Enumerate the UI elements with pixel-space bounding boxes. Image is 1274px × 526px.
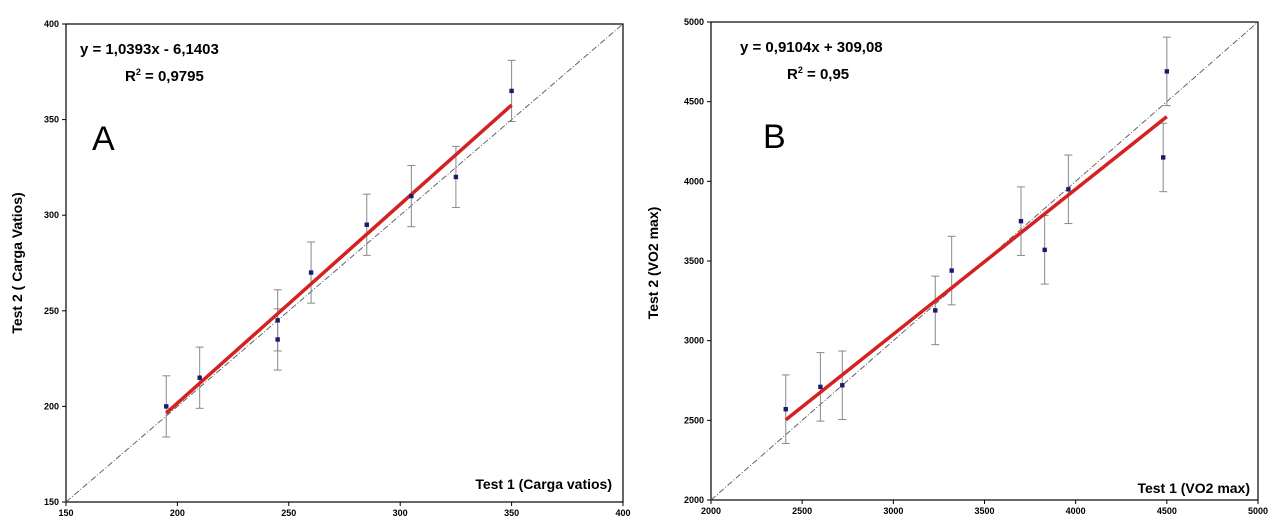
r-squared-value-b: = 0,95 <box>803 66 849 83</box>
y-tick-label-a: 200 <box>44 401 59 411</box>
x-tick-label-a: 300 <box>393 508 408 518</box>
r-squared-exponent-a: 2 <box>136 67 141 77</box>
panel-label-a: A <box>92 120 115 158</box>
data-point-a <box>364 222 369 227</box>
trendline-b <box>784 115 1168 422</box>
data-point-a <box>509 88 514 94</box>
x-tick-label-b: 4500 <box>1157 506 1177 516</box>
y-tick-label-b: 4000 <box>684 176 704 186</box>
y-tick-label-a: 350 <box>44 115 59 125</box>
y-tick-label-a: 400 <box>44 19 59 29</box>
y-tick-label-b: 2000 <box>684 495 704 505</box>
r-squared-a: R2 = 0,9795 <box>125 67 204 85</box>
y-tick-label-b: 3000 <box>684 336 704 346</box>
data-point-b <box>1160 155 1166 160</box>
x-tick-label-b: 2500 <box>792 506 812 516</box>
data-point-a <box>275 337 280 342</box>
y-tick-label-b: 3500 <box>684 256 704 266</box>
data-point-a <box>453 174 459 180</box>
y-tick-label-a: 250 <box>44 306 59 316</box>
data-point-a <box>275 318 280 323</box>
data-point-a <box>164 404 169 409</box>
data-point-b <box>933 308 938 313</box>
chart-panel-b: Test 2 (VO2 max) Test 1 (VO2 max) y = 0,… <box>645 17 1268 516</box>
data-point-a <box>308 270 314 275</box>
data-point-a <box>197 375 202 380</box>
panel-label-b: B <box>763 118 786 156</box>
x-axis-label-a: Test 1 (Carga vatios) <box>475 476 612 492</box>
y-axis-label-b: Test 2 (VO2 max) <box>645 207 661 320</box>
x-tick-label-b: 2000 <box>701 506 721 516</box>
r-squared-exponent-b: 2 <box>798 65 803 75</box>
identity-line-a <box>65 23 624 503</box>
data-point-b <box>818 384 823 390</box>
x-axis-label-b: Test 1 (VO2 max) <box>1137 480 1250 496</box>
data-point-b <box>1018 218 1024 224</box>
r-squared-symbol-a: R <box>125 68 136 85</box>
x-tick-label-b: 4000 <box>1066 506 1086 516</box>
y-tick-label-b: 5000 <box>684 17 704 27</box>
regression-equation-b: y = 0,9104x + 309,08 <box>740 39 883 56</box>
x-tick-label-a: 200 <box>170 508 185 518</box>
x-tick-label-a: 250 <box>281 508 296 518</box>
y-tick-label-b: 4500 <box>684 97 704 107</box>
trendline-a <box>165 103 513 415</box>
data-point-b <box>1164 69 1170 74</box>
data-point-a <box>409 193 414 199</box>
x-tick-label-b: 3500 <box>974 506 994 516</box>
x-tick-label-b: 3000 <box>883 506 903 516</box>
x-tick-label-b: 5000 <box>1248 506 1268 516</box>
regression-equation-a: y = 1,0393x - 6,1403 <box>80 41 219 58</box>
data-point-b <box>840 383 845 388</box>
r-squared-symbol-b: R <box>787 66 798 83</box>
x-tick-label-a: 150 <box>58 508 73 518</box>
data-point-b <box>1066 187 1071 192</box>
data-point-b <box>949 268 954 273</box>
data-point-b <box>783 406 788 412</box>
y-axis-label-a: Test 2 ( Carga Vatios) <box>9 192 25 333</box>
y-tick-label-a: 300 <box>44 210 59 220</box>
x-tick-label-a: 350 <box>504 508 519 518</box>
r-squared-b: R2 = 0,95 <box>787 65 849 83</box>
y-tick-label-b: 2500 <box>684 415 704 425</box>
chart-panel-a: Test 2 ( Carga Vatios) Test 1 (Carga vat… <box>9 19 631 518</box>
y-tick-label-a: 150 <box>44 497 59 507</box>
data-point-b <box>1042 247 1047 253</box>
x-tick-label-a: 400 <box>615 508 630 518</box>
r-squared-value-a: = 0,9795 <box>141 68 204 85</box>
